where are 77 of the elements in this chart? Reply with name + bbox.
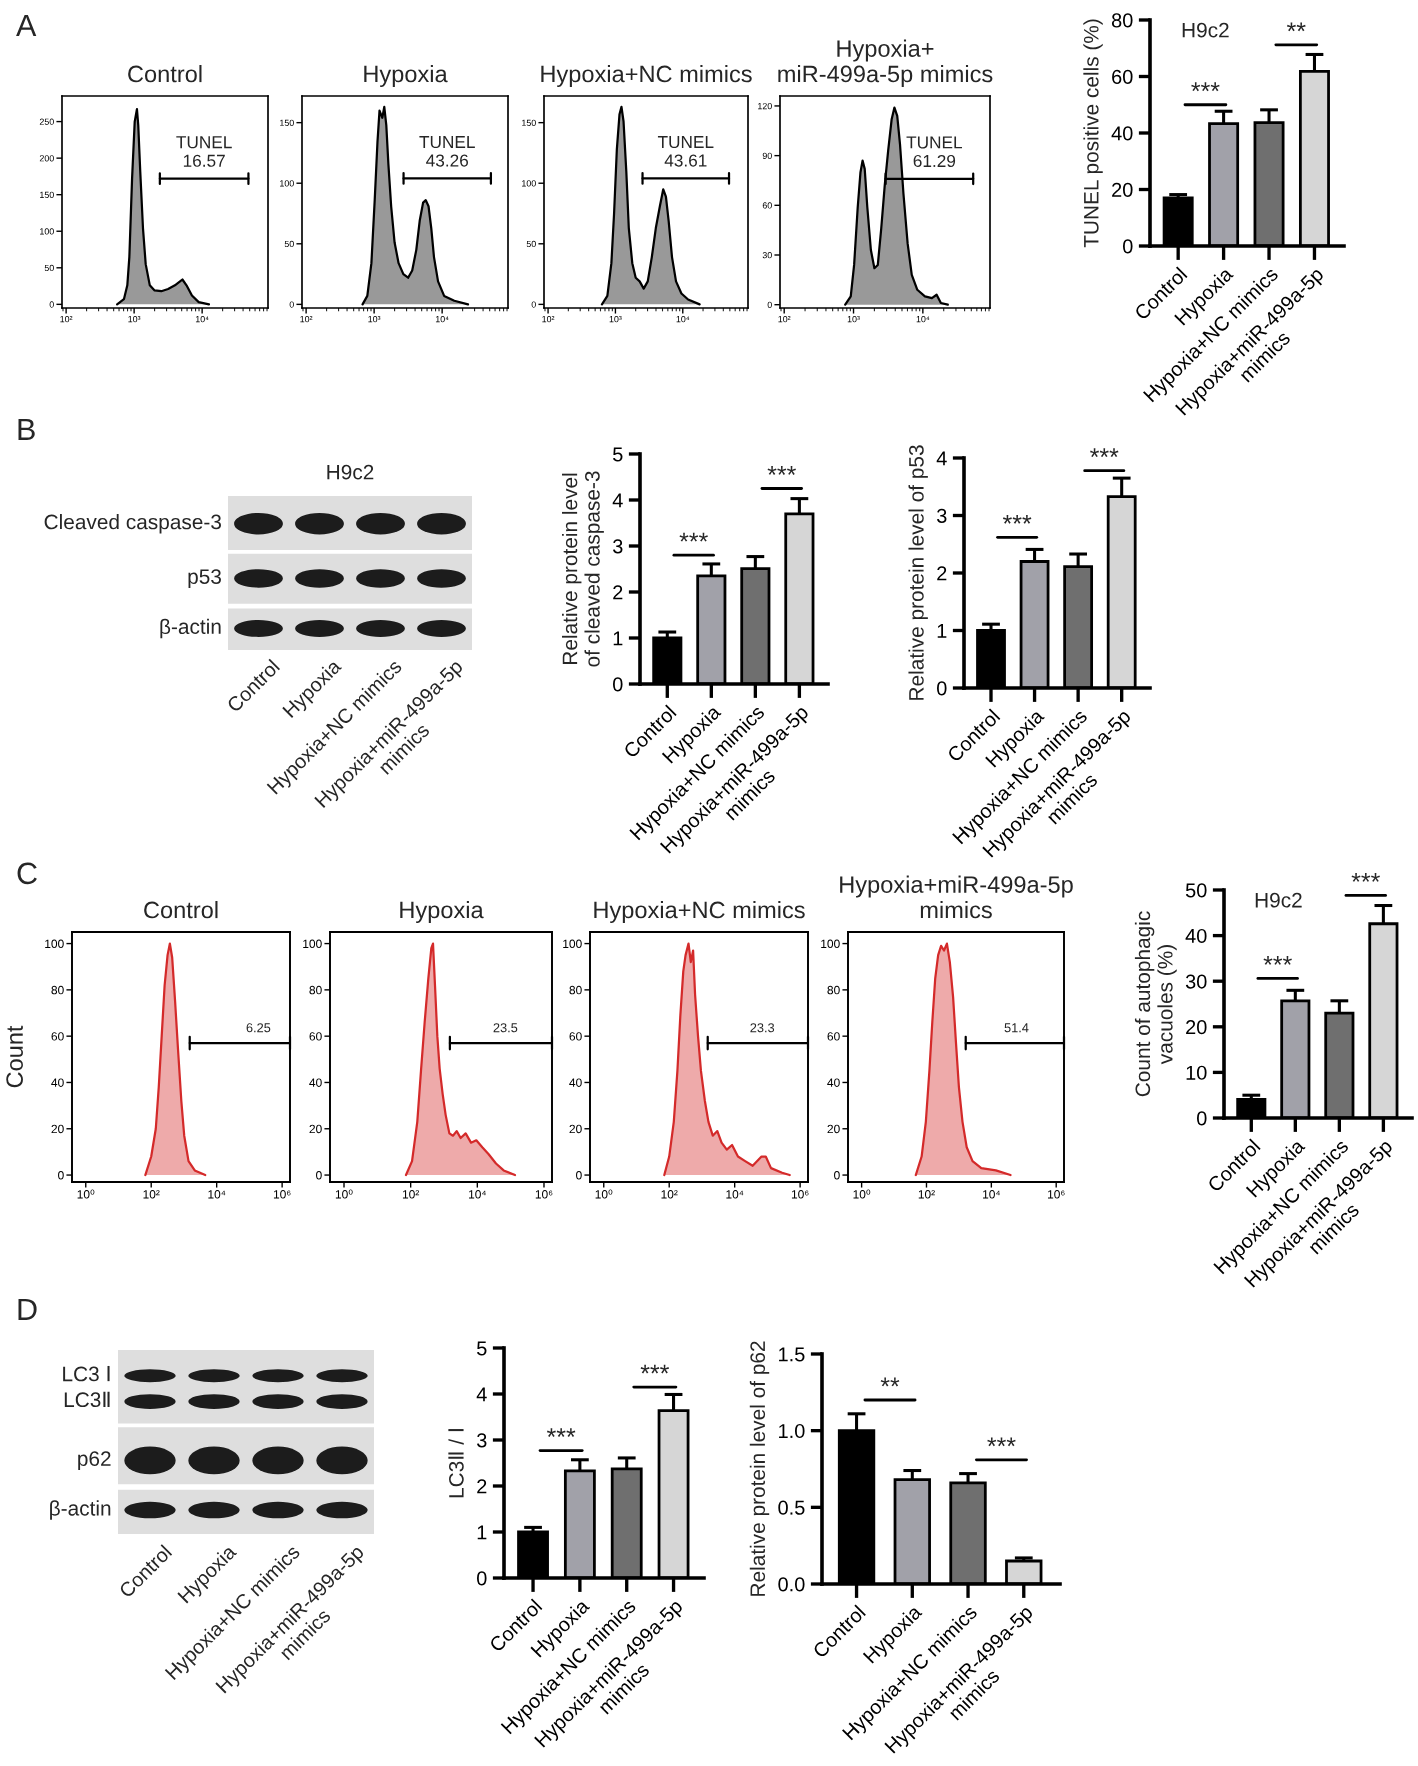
y-tick-label: 3: [936, 508, 947, 523]
y-tick-label: 3: [476, 1433, 487, 1448]
text: ***: [1090, 448, 1119, 458]
y-tick-label: 20: [1112, 182, 1133, 197]
y-tick-label: 2: [477, 1479, 487, 1494]
y-tick-label: 0: [476, 1571, 487, 1586]
y-tick-label: 1: [477, 1525, 487, 1540]
y-tick-label: 1.0: [779, 1423, 805, 1439]
chart-title: H9c2: [1255, 892, 1302, 908]
chart-title: Control: [144, 901, 218, 919]
ref-line-label: TUNEL 43.26: [419, 136, 475, 167]
y-tick-label: 1: [937, 623, 947, 638]
y-tick-label: 50: [1185, 883, 1207, 898]
y-tick-label: 2: [937, 566, 947, 581]
category-label: p53: [188, 569, 221, 589]
y-tick-label: 4: [936, 451, 947, 466]
category-label: LC3Ⅱ: [64, 1391, 110, 1408]
y-tick-label: 40: [1185, 928, 1207, 944]
category-label: LC3 Ⅰ: [63, 1365, 110, 1382]
annotation: ***: [1191, 82, 1220, 92]
y-tick-label: 80: [1111, 13, 1133, 28]
annotation: **: [1286, 22, 1306, 32]
y-tick-label: 0: [1122, 239, 1133, 254]
y-tick-label: 0: [936, 681, 947, 696]
annotation: ***: [546, 1428, 576, 1437]
y-axis-title: LC3Ⅱ / Ⅰ: [448, 1429, 464, 1498]
annotation: ***: [1263, 956, 1292, 965]
chart-title: Hypoxia: [364, 65, 448, 88]
y-tick-label: 2: [613, 585, 623, 600]
y-axis-title: TUNEL positive cells (%): [1083, 19, 1103, 248]
annotation: ***: [1002, 514, 1032, 524]
annotation: ***: [640, 1364, 670, 1374]
text: B: [18, 418, 35, 440]
y-tick-label: 40: [1111, 126, 1133, 141]
y-axis-title: Relative protein level of p62: [749, 1341, 770, 1596]
annotation: ***: [679, 532, 708, 542]
annotation: ***: [987, 1437, 1016, 1447]
y-tick-label: 20: [1186, 1020, 1207, 1035]
y-tick-label: 0.0: [778, 1577, 805, 1592]
y-tick-label: 10: [1186, 1065, 1207, 1080]
ref-line-label: TUNEL 61.29: [906, 136, 963, 168]
y-axis-title: Relative protein level of p53: [908, 445, 928, 700]
y-tick-label: 1: [613, 631, 623, 646]
text: A: [16, 14, 37, 36]
chart-title: Hypoxia+NC mimics: [594, 901, 805, 924]
y-tick-label: 4: [476, 1387, 487, 1402]
annotation: **: [880, 1377, 900, 1387]
y-tick-label: 4: [612, 493, 623, 508]
y-tick-label: 0.5: [778, 1500, 805, 1515]
chart-title: Hypoxia: [400, 901, 484, 924]
category-label: Cleaved caspase-3: [44, 514, 221, 534]
y-tick-label: 60: [1112, 69, 1133, 84]
text: H9c2: [327, 464, 374, 480]
category-label: p62: [78, 1451, 111, 1471]
annotation: ***: [767, 466, 796, 475]
y-tick-label: 5: [613, 447, 623, 462]
text: ***: [1351, 873, 1380, 882]
y-axis-title: Count of autophagic vacuoles (%): [1134, 911, 1177, 1097]
y-tick-label: 0: [1196, 1111, 1207, 1126]
chart-title: Hypoxia+miR-499a-5p mimics: [840, 875, 1073, 919]
category-label: β-actin: [160, 618, 221, 639]
ref-line-label: TUNEL 16.57: [176, 136, 232, 167]
chart-title: Control: [128, 65, 202, 83]
y-tick-label: 30: [1185, 974, 1207, 989]
y-axis-title: Relative protein level of cleaved caspase-3: [562, 471, 604, 667]
chart-title: H9c2: [1182, 22, 1229, 38]
chart-title: Hypoxia+NC mimics: [541, 65, 752, 88]
category-label: β-actin: [50, 1500, 111, 1520]
y-axis-title: Count: [6, 1025, 23, 1088]
ref-line-label: TUNEL 43.61: [657, 136, 714, 167]
y-tick-label: 0: [612, 677, 623, 692]
y-tick-label: 3: [612, 539, 623, 554]
text: D: [18, 1298, 37, 1320]
y-tick-label: 5: [477, 1341, 487, 1356]
chart-title: Hypoxia+ miR-499a-5p mimics: [778, 39, 993, 88]
y-tick-label: 1.5: [779, 1347, 805, 1362]
text: C: [17, 862, 37, 885]
